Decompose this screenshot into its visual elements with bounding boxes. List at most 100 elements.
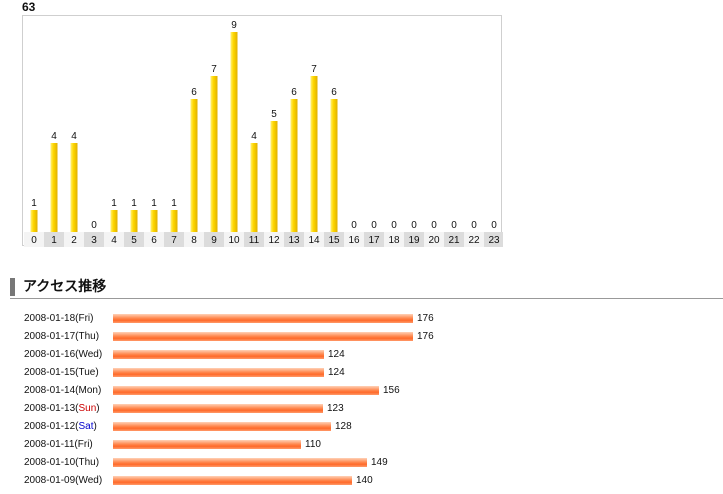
daily-row: 2008-01-11(Fri) 110 [24, 436, 714, 454]
hour-axis-cell [104, 232, 124, 247]
daily-date-text: 2008-01-13( [24, 403, 79, 414]
hour-value-label: 6 [191, 87, 197, 98]
hour-tick-label: 1 [51, 235, 57, 246]
daily-row: 2008-01-16(Wed) 124 [24, 346, 714, 364]
hour-tick-label: 2 [71, 235, 77, 246]
daily-date-label: 2008-01-18(Fri) [24, 310, 94, 328]
daily-value-label: 156 [383, 385, 400, 396]
daily-date-paren: ) [95, 457, 100, 468]
daily-value-label: 128 [335, 421, 352, 432]
hour-tick-label: 13 [288, 235, 300, 246]
hour-axis-cell [224, 232, 244, 247]
hour-bar [310, 76, 318, 232]
hour-axis-cell [204, 232, 224, 247]
daily-date-text: 2008-01-17( [24, 331, 79, 342]
daily-bar [113, 368, 324, 377]
hour-bar [270, 121, 278, 232]
hour-bar [290, 99, 298, 232]
hour-value-label: 6 [291, 87, 297, 98]
hour-tick-label: 10 [228, 235, 240, 246]
hour-axis-cell [164, 232, 184, 247]
hour-value-label: 0 [391, 220, 397, 231]
hour-axis-cell [484, 232, 503, 247]
daily-date-label: 2008-01-13(Sun) [24, 400, 100, 418]
daily-row: 2008-01-09(Wed) 140 [24, 472, 714, 490]
daily-date-paren: ) [98, 475, 103, 486]
hour-value-label: 4 [51, 131, 57, 142]
hour-axis-cell [364, 232, 384, 247]
daily-bar [113, 404, 323, 413]
daily-value-label: 124 [328, 367, 345, 378]
hour-axis-cell [344, 232, 364, 247]
daily-weekday: Wed [78, 475, 99, 486]
hour-bar [210, 76, 218, 232]
daily-value-label: 124 [328, 349, 345, 360]
daily-date-paren: ) [89, 439, 93, 450]
daily-bar [113, 440, 301, 449]
hour-tick-label: 23 [488, 235, 500, 246]
hour-axis-cell [264, 232, 284, 247]
hour-value-label: 6 [331, 87, 337, 98]
hour-axis-cell [304, 232, 324, 247]
hour-axis-cell [24, 232, 44, 247]
hour-tick-label: 6 [151, 235, 157, 246]
hour-bar [170, 210, 178, 232]
section-header-access-trend: アクセス推移 [10, 276, 723, 299]
hour-tick-label: 16 [348, 235, 360, 246]
daily-row: 2008-01-13(Sun) 123 [24, 400, 714, 418]
hour-axis-cell [404, 232, 424, 247]
daily-date-label: 2008-01-11(Fri) [24, 436, 93, 454]
hour-axis-cell [384, 232, 404, 247]
hour-bar [30, 210, 38, 232]
hour-value-label: 0 [451, 220, 457, 231]
daily-date-paren: ) [95, 367, 99, 378]
daily-bar [113, 476, 352, 485]
hour-tick-label: 12 [268, 235, 280, 246]
daily-weekday: Sat [78, 421, 94, 432]
daily-value-label: 110 [305, 439, 321, 450]
hour-tick-label: 18 [388, 235, 400, 246]
daily-weekday: Wed [78, 349, 99, 360]
daily-date-label: 2008-01-10(Thu) [24, 454, 99, 472]
hour-axis-cell [84, 232, 104, 247]
hour-tick-label: 20 [428, 235, 440, 246]
hour-bar [330, 99, 338, 232]
daily-weekday: Thu [78, 331, 96, 342]
hour-axis-cell [284, 232, 304, 247]
hour-bar [230, 32, 238, 232]
daily-date-paren: ) [97, 385, 102, 396]
daily-row: 2008-01-15(Tue) 124 [24, 364, 714, 382]
hour-value-label: 0 [351, 220, 357, 231]
hour-axis-cell [324, 232, 344, 247]
hour-axis-cell [144, 232, 164, 247]
daily-weekday: Thu [78, 457, 96, 468]
daily-date-text: 2008-01-11( [24, 439, 78, 450]
daily-bar [113, 314, 413, 323]
hour-bar [70, 143, 78, 232]
hour-axis-cell [424, 232, 444, 247]
daily-bar [113, 332, 413, 341]
hour-value-label: 7 [311, 64, 317, 75]
daily-row: 2008-01-10(Thu) 149 [24, 454, 714, 472]
daily-date-paren: ) [95, 331, 100, 342]
hour-tick-label: 17 [368, 235, 380, 246]
daily-date-paren: ) [96, 403, 100, 414]
hour-tick-label: 14 [308, 235, 320, 246]
hour-bar [250, 143, 258, 232]
hour-bar [110, 210, 118, 232]
hour-value-label: 1 [171, 198, 177, 209]
hour-axis-cell [244, 232, 264, 247]
hour-tick-label: 9 [211, 235, 217, 246]
hourly-total-label: 63 [22, 0, 36, 14]
hour-axis-cell [444, 232, 464, 247]
hour-tick-label: 0 [31, 235, 37, 246]
daily-row: 2008-01-17(Thu) 176 [24, 328, 714, 346]
daily-row: 2008-01-14(Mon) 156 [24, 382, 714, 400]
hour-axis-cell [184, 232, 204, 247]
hour-value-label: 0 [371, 220, 377, 231]
hour-axis-cell [464, 232, 484, 247]
hour-tick-label: 3 [91, 235, 97, 246]
daily-value-label: 149 [371, 457, 388, 468]
hour-value-label: 0 [411, 220, 417, 231]
